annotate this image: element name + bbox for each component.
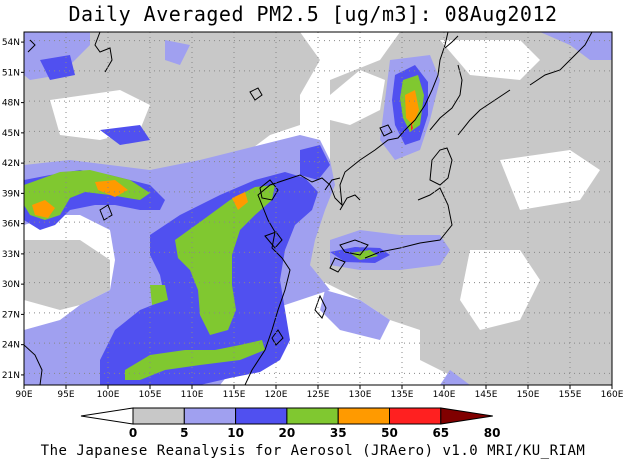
lat-tick-label: 27N [2,310,20,320]
lat-tick-label: 33N [2,250,20,260]
lon-tick-label: 160E [601,390,624,400]
color-bar-label: 5 [180,426,188,440]
lat-tick-label: 21N [2,371,20,381]
lon-tick-label: 150E [517,390,540,400]
lat-tick-label: 48N [2,99,20,109]
lon-tick-label: 135E [391,390,414,400]
color-bar-swatch [389,407,442,425]
color-bar-label: 80 [484,426,501,440]
lat-tick-label: 36N [2,220,20,230]
lon-tick-label: 155E [559,390,582,400]
pm25-field-50-65 [32,90,419,218]
lon-tick-label: 105E [139,390,162,400]
color-bar-label: 65 [432,426,449,440]
graticule [24,32,612,385]
color-bar-label: 0 [129,426,137,440]
lat-tick-label: 30N [2,280,20,290]
color-bar: 0 5 10 20 35 50 65 80 [80,407,501,440]
color-bar-swatch [80,407,134,425]
lon-tick-label: 115E [223,390,246,400]
color-bar-swatch [132,407,185,425]
lat-tick-label: 42N [2,159,20,169]
pm25-field-0-5 [24,40,600,330]
color-bar-swatch [235,407,288,425]
color-bar-label: 10 [227,426,244,440]
lat-tick-label: 39N [2,189,20,199]
lat-tick-label: 45N [2,129,20,139]
lon-tick-label: 95E [57,390,74,400]
lon-tick-label: 140E [433,390,456,400]
color-bar-swatch [440,407,493,425]
lon-tick-label: 110E [181,390,204,400]
map-axes: 90E 95E 100E 105E 110E 115E 120E 125E 130E 135E 14… [2,38,624,400]
credit-line: The Japanese Reanalysis for Aerosol (JRA… [40,443,586,459]
lon-tick-label: 145E [475,390,498,400]
lat-tick-label: 24N [2,341,20,351]
color-bar-swatch [337,407,391,425]
color-bar-label: 50 [381,426,398,440]
map-title: Daily Averaged PM2.5 [ug/m3]: 08Aug2012 [68,2,558,26]
color-bar-swatch [183,407,237,425]
lat-tick-label: 51N [2,68,20,78]
lon-tick-label: 120E [265,390,288,400]
lon-tick-label: 100E [97,390,120,400]
color-bar-label: 35 [330,426,347,440]
map-area [24,32,612,385]
lon-tick-label: 130E [349,390,372,400]
color-bar-swatch [286,407,339,425]
lon-tick-label: 125E [307,390,330,400]
pm25-field-65-80 [411,122,413,131]
lon-tick-label: 90E [15,390,32,400]
lat-tick-label: 54N [2,38,20,48]
color-bar-label: 20 [279,426,296,440]
